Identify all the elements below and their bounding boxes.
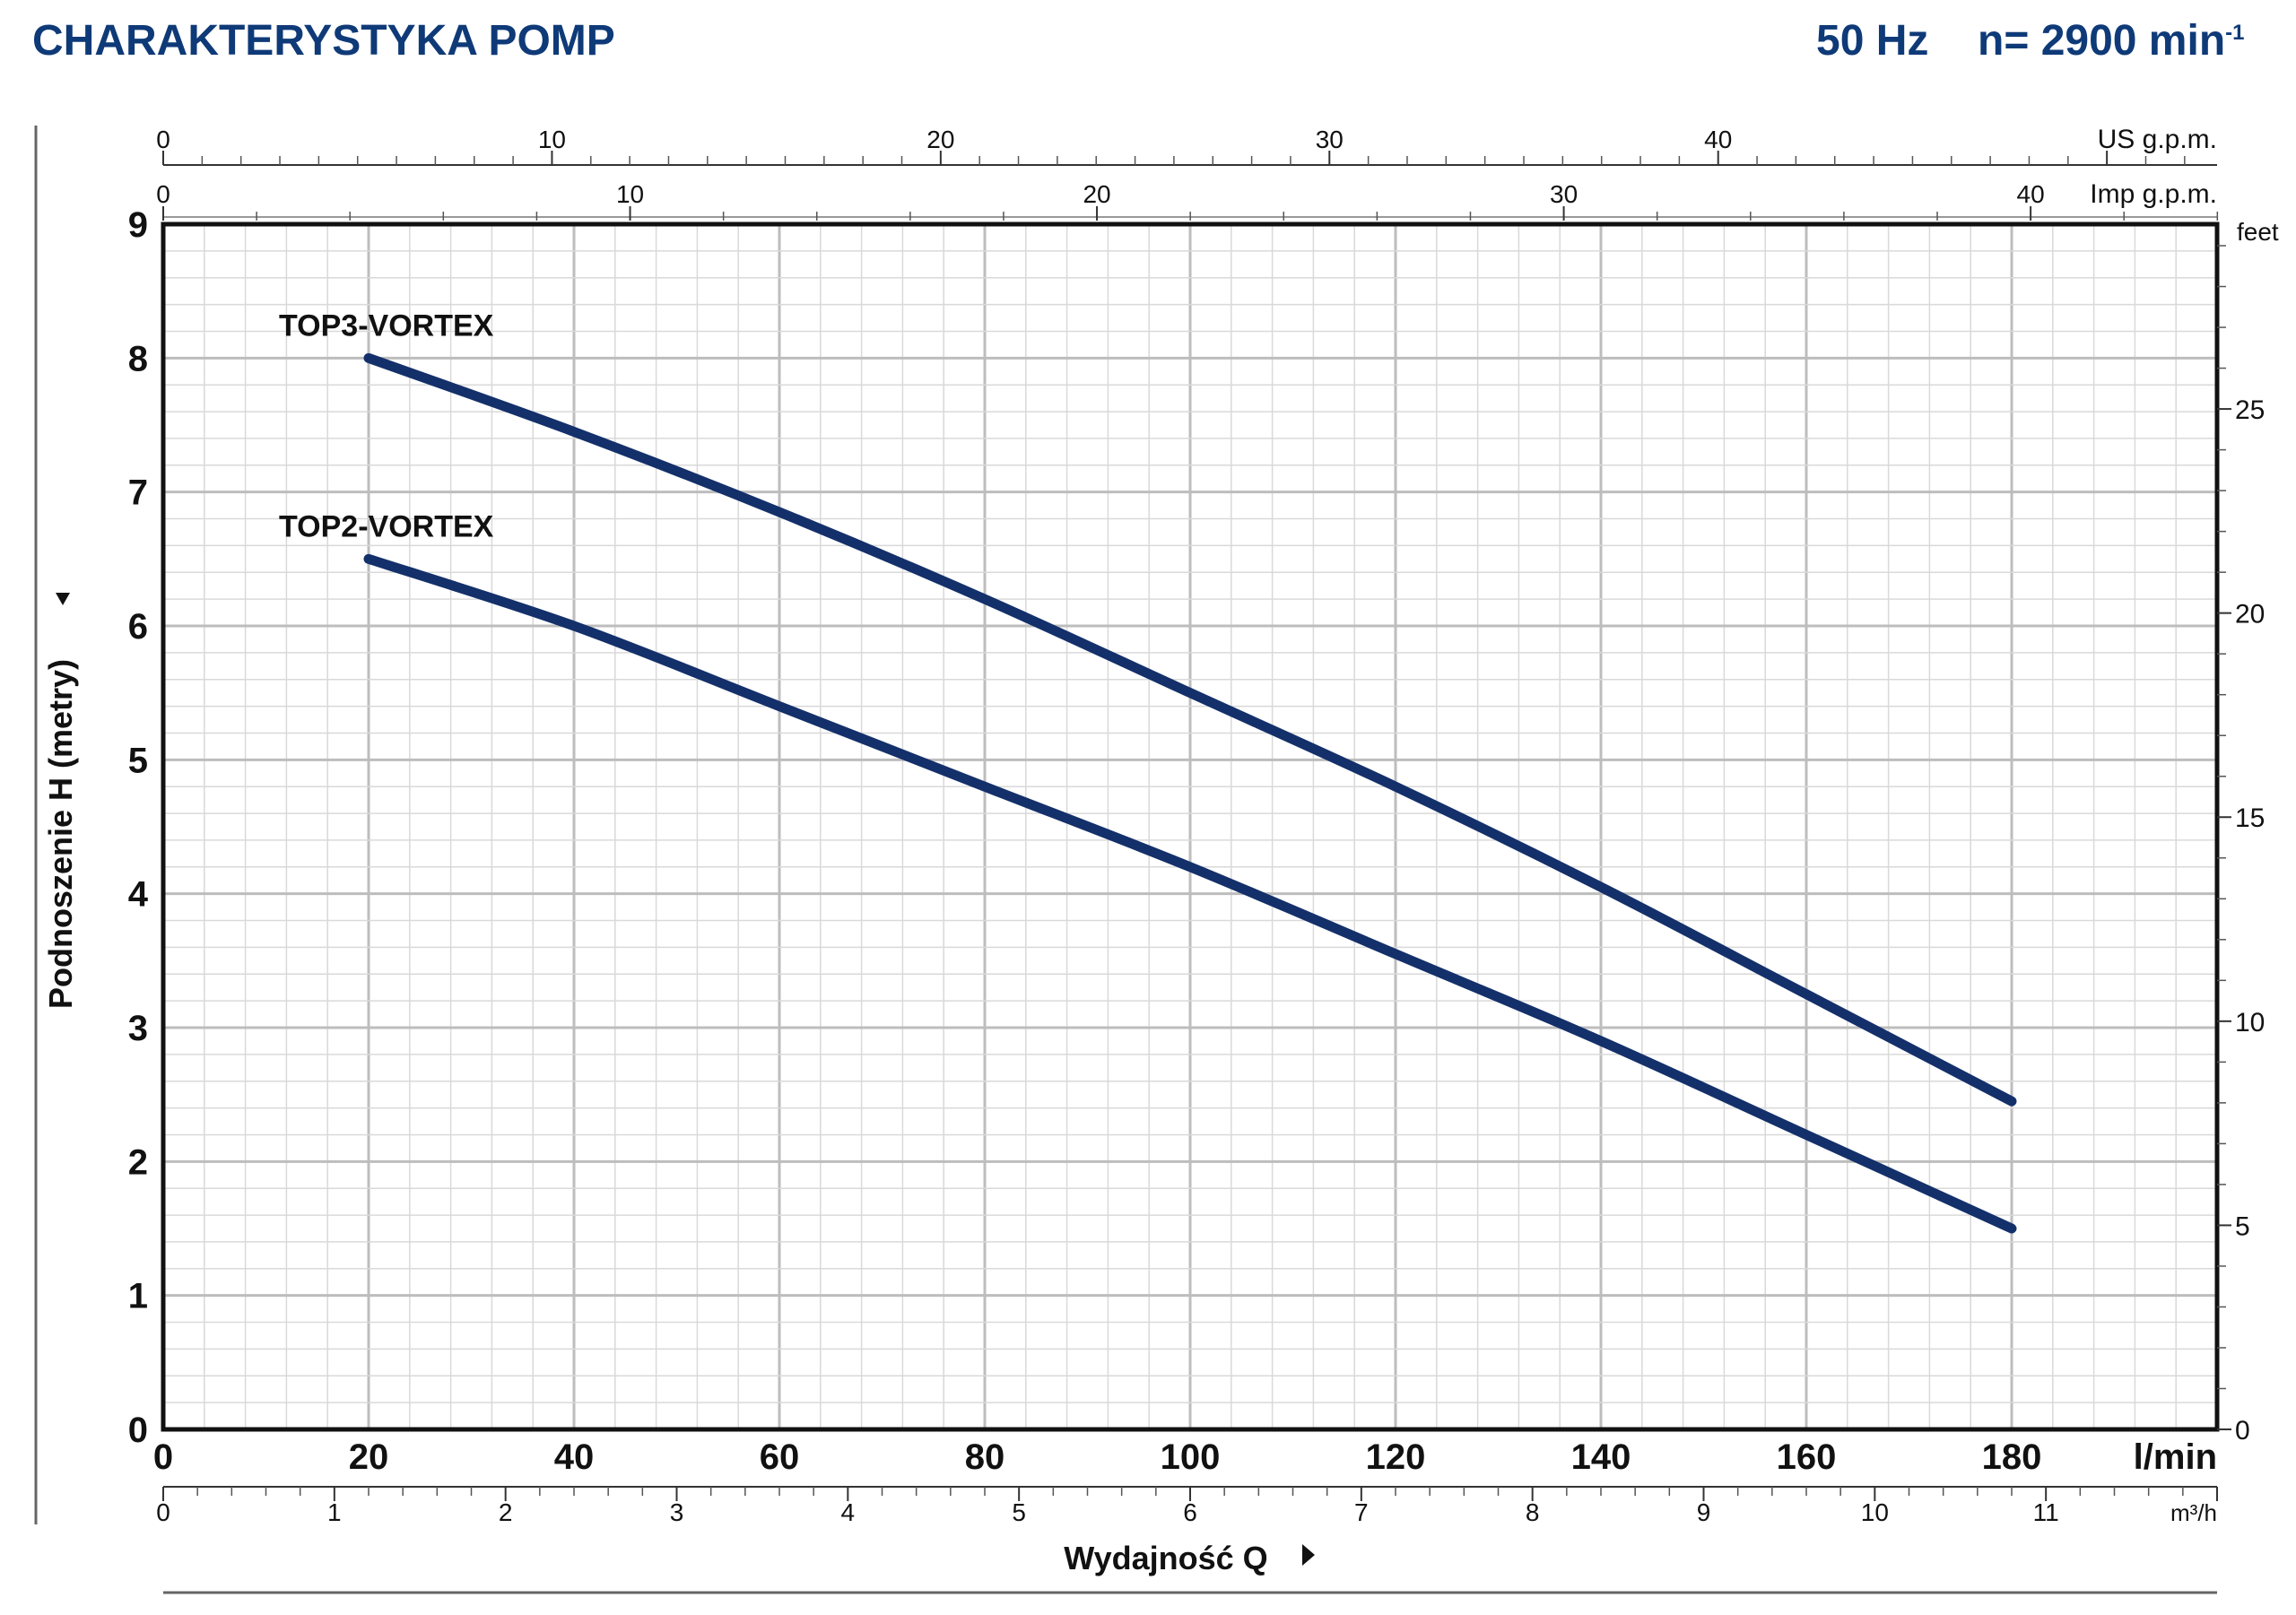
speed-value: n= 2900 min	[1978, 17, 2226, 65]
feet-tick-label: 15	[2235, 803, 2265, 833]
head-tick-label: 6	[128, 607, 148, 647]
y-axis-title: Podnoszenie H (metry)	[42, 659, 79, 1009]
us-gpm-tick-label: 40	[1704, 126, 1732, 153]
y-axis-arrow-icon	[56, 593, 70, 605]
x-axis-title: Wydajność Q	[1064, 1540, 1267, 1576]
head-tick-label: 9	[128, 205, 148, 245]
imp-gpm-tick-label: 40	[2017, 180, 2045, 208]
flow-tick-label: 80	[965, 1437, 1005, 1477]
head-tick-label: 0	[128, 1411, 148, 1450]
m3h-tick-label: 8	[1526, 1498, 1540, 1526]
x-axis-arrow-icon	[1302, 1544, 1315, 1566]
head-tick-label: 2	[128, 1142, 148, 1182]
imp-gpm-axis: 0 10 20 30 40 Imp g.p.m.	[156, 179, 2219, 221]
flow-tick-label: 0	[153, 1437, 173, 1477]
imp-gpm-tick-label: 20	[1083, 180, 1110, 208]
m3h-unit-label: m³/h	[2170, 1499, 2217, 1526]
pump-curves: TOP3-VORTEX TOP2-VORTEX	[279, 308, 2017, 1234]
us-gpm-tick-label: 0	[156, 126, 170, 153]
feet-tick-label: 25	[2235, 395, 2265, 425]
feet-axis: 0 5 10 15 20 25 feet	[2217, 218, 2279, 1446]
us-gpm-tick-label: 30	[1316, 126, 1344, 153]
flow-tick-label: 60	[760, 1437, 800, 1477]
speed-label: n= 2900 min-1	[1978, 16, 2244, 65]
m3h-tick-label: 2	[499, 1498, 513, 1526]
flow-tick-label: 140	[1571, 1437, 1631, 1477]
m3h-tick-label: 4	[841, 1498, 856, 1526]
imp-gpm-unit-label: Imp g.p.m.	[2090, 179, 2217, 209]
feet-tick-label: 5	[2235, 1211, 2250, 1241]
head-tick-label: 1	[128, 1277, 148, 1316]
m3h-tick-label: 1	[327, 1498, 342, 1526]
speed-exponent: -1	[2225, 21, 2245, 45]
flow-lmin-axis: 0 20 40 60 80 100 120 140 160 180 l/min	[153, 1437, 2217, 1477]
axis-titles: Podnoszenie H (metry) Wydajność Q	[42, 593, 2217, 1594]
m3h-tick-label: 6	[1183, 1498, 1197, 1526]
m3h-tick-label: 11	[2033, 1498, 2059, 1526]
series-label-top3-vortex: TOP3-VORTEX	[279, 308, 494, 343]
us-gpm-tick-label: 10	[538, 126, 566, 153]
feet-unit-label: feet	[2237, 218, 2279, 246]
feet-tick-label: 10	[2235, 1008, 2265, 1038]
flow-tick-label: 180	[1982, 1437, 2042, 1477]
us-gpm-unit-label: US g.p.m.	[2098, 125, 2217, 154]
frequency-label: 50 Hz	[1816, 17, 1929, 65]
imp-gpm-tick-label: 10	[616, 180, 644, 208]
m3h-tick-label: 0	[156, 1498, 170, 1526]
head-tick-label: 4	[128, 875, 149, 915]
series-line-top2-vortex	[363, 553, 2017, 1234]
plot-frame	[161, 221, 2220, 1432]
us-gpm-axis: 0 10 20 30 40 US g.p.m.	[156, 125, 2217, 166]
imp-gpm-tick-label: 0	[156, 180, 170, 208]
head-axis: 0 1 2 3 4 5 6 7 8 9	[128, 205, 149, 1450]
head-tick-label: 7	[128, 473, 148, 513]
plot-border	[161, 221, 2220, 1432]
flow-tick-label: 40	[554, 1437, 595, 1477]
flow-m3h-axis: 0 1 2 3 4 5 6 7 8 9 10 11 m³/h	[156, 1486, 2218, 1526]
series-label-top2-vortex: TOP2-VORTEX	[279, 509, 494, 543]
head-tick-label: 3	[128, 1009, 148, 1048]
us-gpm-tick-label: 20	[926, 126, 954, 153]
head-tick-label: 8	[128, 339, 148, 378]
page-title: CHARAKTERYSTYKA POMP	[32, 17, 615, 65]
flow-tick-label: 100	[1161, 1437, 1221, 1477]
flow-tick-label: 120	[1366, 1437, 1426, 1477]
flow-tick-label: 20	[349, 1437, 389, 1477]
m3h-tick-label: 9	[1697, 1498, 1711, 1526]
flow-tick-label: 160	[1777, 1437, 1837, 1477]
flow-unit-label: l/min	[2134, 1437, 2217, 1477]
head-tick-label: 5	[128, 741, 148, 780]
feet-tick-label: 0	[2235, 1416, 2250, 1446]
m3h-tick-label: 5	[1012, 1498, 1026, 1526]
chart-grid	[161, 222, 2219, 1431]
m3h-tick-label: 10	[1861, 1498, 1889, 1526]
series-line-top3-vortex	[363, 352, 2017, 1107]
m3h-tick-label: 7	[1354, 1498, 1369, 1526]
feet-tick-label: 20	[2235, 600, 2265, 630]
imp-gpm-tick-label: 30	[1550, 180, 1578, 208]
m3h-tick-label: 3	[670, 1498, 684, 1526]
